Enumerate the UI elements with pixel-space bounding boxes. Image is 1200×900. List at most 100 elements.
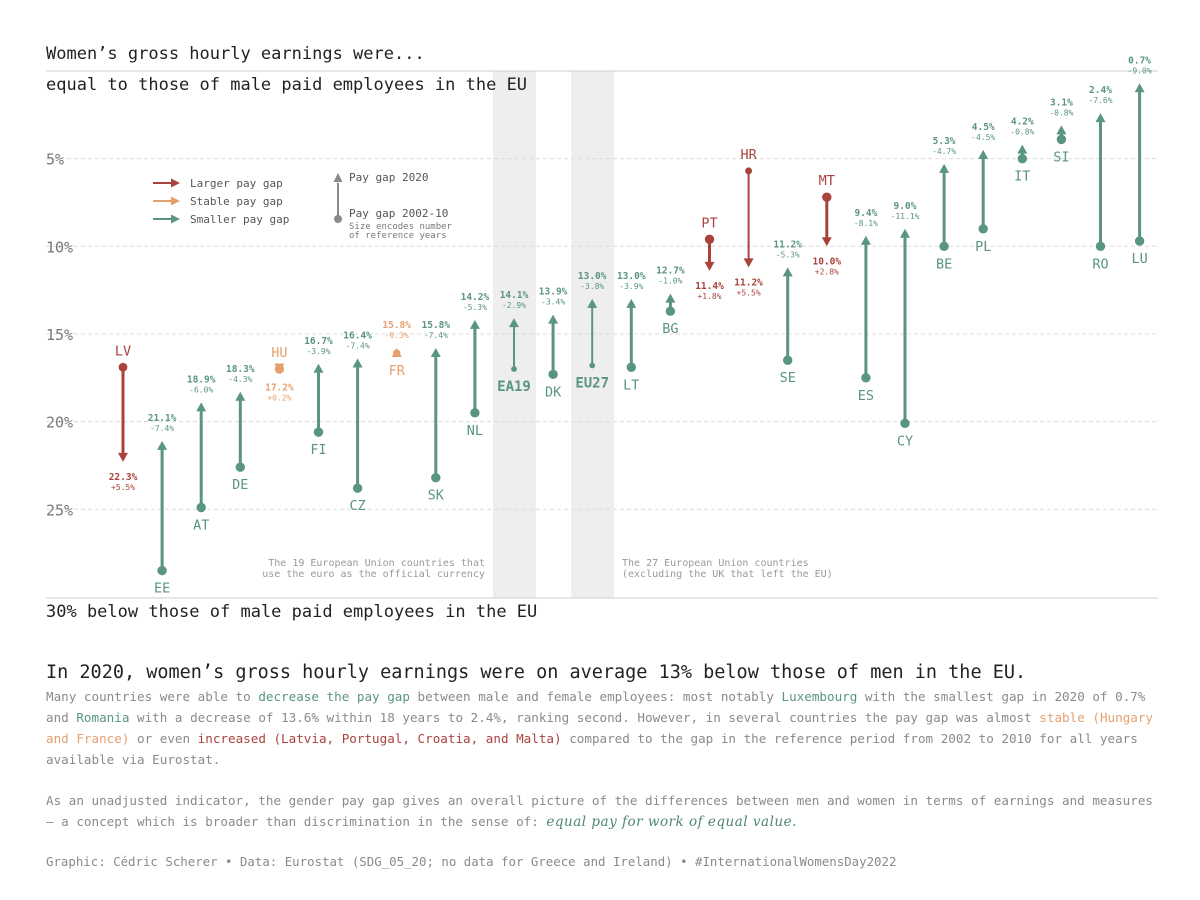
change-label: +5.5% [111,483,135,492]
legend-stable-arrow-head [171,196,180,206]
arrow-head [1095,113,1106,123]
country-label: HU [271,345,287,361]
country-label: SK [428,488,445,504]
country-dk: 13.9%-3.4% DK [539,287,568,401]
reference-dot [313,427,324,437]
p1-text: with the smallest gap in 2020 of 0.7% an… [46,689,1146,725]
value-label: 18.3% [226,364,255,375]
arrow-head [196,402,207,412]
legend-ref-label: Pay gap 2002-10 [349,207,448,220]
legend-size-note: of reference years [349,231,447,241]
value-label: 15.8% [421,320,450,331]
reference-dot [157,565,167,576]
reference-dot [626,362,636,372]
country-label: DE [232,477,248,493]
country-ro: 2.4%-7.6% RO [1088,85,1112,272]
value-label: 4.2% [1011,117,1034,128]
arrow-head [157,440,168,450]
country-se: 11.2%-5.3% SE [773,239,802,386]
change-label: -0.8% [1010,128,1034,137]
headline: In 2020, women’s gross hourly earnings w… [46,662,1027,683]
country-label: DK [545,384,562,400]
reference-dot [1056,134,1067,145]
reference-dot [900,418,910,429]
country-ee: 21.1%-7.4% EE [148,413,177,597]
country-label: LU [1131,251,1147,267]
arrow-head [548,314,559,324]
arrow-head [1134,83,1145,93]
value-label: 13.9% [539,287,568,298]
country-label: PT [701,215,717,231]
p1-text: Many countries were able to [46,689,259,704]
country-mt: 10.0%+2.8% MT [812,173,841,276]
change-label: +1.8% [697,292,721,301]
arrow-head [1056,125,1067,135]
country-label: PL [975,239,991,255]
value-label: 9.0% [894,201,917,212]
reference-dot [704,234,715,244]
arrow-head [391,347,402,357]
country-bg: 12.7%-1.0% BG [656,266,685,338]
value-label: 17.2% [265,383,294,394]
caption: Graphic: Cédric Scherer • Data: Eurostat… [46,854,897,869]
legend-larger-arrow-head [171,178,180,188]
reference-dot [470,408,480,418]
bottom-axis-label: 30% below those of male paid employees i… [46,602,538,622]
country-label: EE [154,581,170,597]
title-line-2: equal to those of male paid employees in… [46,75,528,95]
change-label: -3.8% [580,282,604,291]
country-label: SE [780,370,796,386]
country-label: AT [193,517,209,533]
arrow-head [587,298,598,308]
y-tick-label: 25% [46,501,73,519]
reference-dot [235,462,245,472]
legend: Larger pay gap Stable pay gap Smaller pay … [153,171,453,241]
country-pl: 4.5%-4.5% PL [971,122,995,255]
p1-text: with a decrease of 13.6% within 18 years… [129,710,1040,725]
change-label: -2.9% [502,301,526,310]
value-label: 14.2% [461,292,490,303]
change-label: +0.2% [267,394,291,403]
legend-larger-label: Larger pay gap [190,177,283,190]
change-label: -6.0% [189,385,213,394]
arrow-head [313,363,324,373]
reference-dot [665,306,676,316]
arrow-head [782,267,793,277]
paragraph-2: As an unadjusted indicator, the gender p… [46,790,1161,833]
reference-dot [861,373,871,383]
arrow-head [821,237,832,247]
reference-dot [783,355,793,365]
y-tick-label: 20% [46,414,73,432]
country-label: FR [389,363,406,379]
eu27-note: The 27 European Union countries [622,558,809,569]
country-label: CY [897,433,913,449]
legend-2020-label: Pay gap 2020 [349,171,428,184]
change-label: -4.5% [971,133,995,142]
value-label: 14.1% [500,290,529,301]
p1-decrease: decrease the pay gap [258,689,410,704]
country-label: EU27 [575,376,609,392]
country-eu27: 13.0%-3.8% EU27 [575,271,609,392]
country-label: LV [115,343,131,359]
ea19-note: use the euro as the official currency [262,569,485,580]
arrow-head [352,358,363,368]
title-line-1: Women’s gross hourly earnings were... [46,44,425,64]
value-label: 9.4% [854,208,877,219]
value-label: 10.0% [812,256,841,267]
value-label: 12.7% [656,266,685,277]
country-be: 5.3%-4.7% BE [932,136,956,272]
change-label: -0.3% [385,331,409,340]
legend-smaller-arrow-head [171,214,180,224]
change-label: +2.8% [815,267,839,276]
value-label: 11.2% [734,277,763,288]
country-fr: 15.8%-0.3% FR [382,320,411,379]
reference-dot [118,362,128,372]
reference-dot [1134,236,1145,246]
country-label: BG [662,321,678,337]
value-label: 16.4% [343,330,372,341]
country-pt: 11.4%+1.8% PT [695,215,724,301]
p1-increased: increased (Latvia, Portugal, Croatia, an… [197,731,562,746]
value-label: 15.8% [382,320,411,331]
change-label: -7.4% [424,331,448,340]
country-label: SI [1053,149,1069,165]
